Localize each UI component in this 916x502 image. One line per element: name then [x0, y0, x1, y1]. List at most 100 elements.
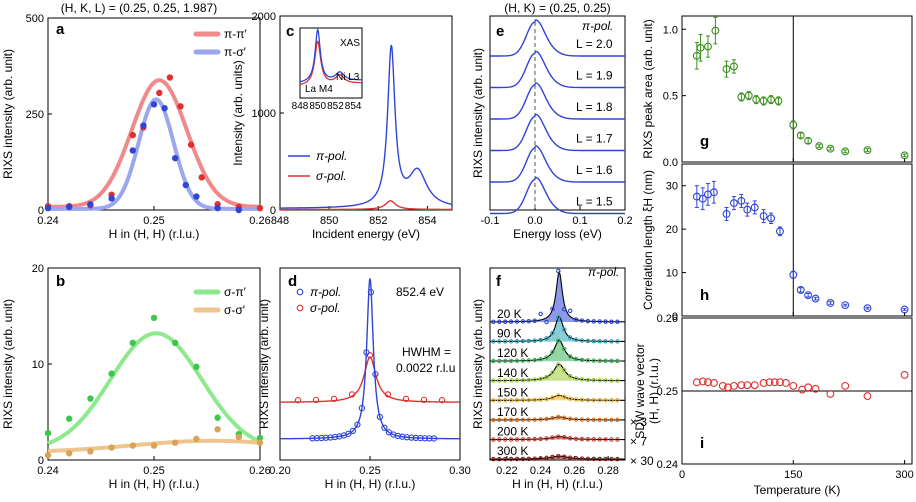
- data-point: [826, 144, 835, 153]
- data-point: [235, 433, 242, 441]
- data-point: [526, 397, 532, 403]
- data-point: [789, 381, 798, 390]
- spectrum-line: [490, 50, 625, 89]
- fit-curve: [280, 356, 460, 403]
- data-point: [508, 339, 514, 344]
- data-point: [826, 299, 835, 307]
- panel-h-ytick-label: 30: [666, 181, 678, 193]
- data-point: [585, 437, 591, 442]
- data-point: [172, 439, 179, 446]
- panel-c-xlabel: Incident energy (eV): [312, 227, 420, 241]
- data-point: [550, 349, 555, 355]
- fit-curve: [47, 331, 261, 446]
- data-point: [561, 367, 567, 373]
- inset-label: XAS: [340, 38, 360, 49]
- peak-fill: [490, 364, 625, 381]
- data-point: [538, 397, 543, 402]
- data-point: [863, 146, 872, 155]
- series-label: L = 1.5: [576, 195, 613, 209]
- temperature-label: 20 K: [497, 307, 522, 321]
- data-point: [520, 358, 526, 363]
- data-point: [561, 434, 567, 440]
- data-point: [526, 456, 532, 462]
- data-point: [330, 395, 338, 403]
- panel-i-letter: i: [700, 435, 704, 452]
- panel-c-letter: c: [286, 23, 294, 40]
- data-point: [182, 181, 189, 189]
- data-point: [214, 426, 221, 433]
- data-point: [526, 318, 532, 324]
- data-point: [426, 435, 433, 442]
- data-point: [609, 358, 614, 364]
- data-point: [193, 435, 200, 443]
- data-point: [491, 456, 496, 462]
- data-point: [561, 454, 567, 459]
- data-point: [556, 453, 561, 459]
- data-point: [497, 339, 502, 344]
- data-point: [567, 335, 573, 340]
- temperature-label: 150 K: [497, 385, 528, 399]
- data-point: [591, 338, 597, 344]
- data-point: [704, 378, 712, 387]
- data-point: [129, 147, 136, 154]
- data-point: [759, 96, 768, 105]
- data-point: [150, 101, 158, 108]
- data-point: [508, 417, 514, 423]
- data-point: [591, 377, 597, 383]
- data-point: [841, 381, 850, 390]
- data-point: [44, 204, 52, 212]
- data-point: [585, 318, 591, 324]
- data-point: [615, 398, 620, 403]
- data-point: [520, 338, 526, 344]
- data-point: [597, 338, 602, 344]
- panel-f-letter: f: [496, 273, 502, 290]
- data-point: [508, 378, 514, 383]
- panel-b-xtick-label: 0.26: [249, 465, 270, 477]
- data-point: [556, 414, 561, 420]
- data-point: [87, 201, 94, 208]
- panel-e-xtick-label: 0.1: [572, 215, 587, 227]
- data-point: [597, 437, 602, 442]
- data-point: [140, 122, 147, 129]
- panel-f-xtick-label: 0.24: [530, 465, 551, 477]
- temperature-label: 170 K: [497, 405, 528, 419]
- panel-e-ylabel: RIXS intensity (arb. unit): [471, 48, 485, 178]
- data-point: [156, 89, 163, 97]
- data-point: [573, 356, 579, 362]
- data-point: [318, 434, 325, 442]
- data-point: [358, 404, 366, 412]
- data-point: [520, 456, 526, 462]
- data-point: [408, 434, 415, 441]
- data-point: [811, 384, 820, 393]
- inset-line: [299, 28, 363, 83]
- data-point: [256, 204, 264, 212]
- data-point: [815, 142, 824, 151]
- data-point: [550, 370, 555, 375]
- data-point: [573, 376, 579, 381]
- data-point: [514, 437, 520, 442]
- data-point: [561, 327, 567, 332]
- data-point: [394, 432, 402, 440]
- data-point: [579, 436, 585, 442]
- temperature-label: 140 K: [497, 366, 528, 380]
- data-point: [363, 349, 370, 356]
- data-point: [514, 456, 520, 462]
- spectrum-line: [490, 19, 625, 57]
- data-point: [526, 377, 532, 383]
- panel-h-ytick-label: 0: [672, 311, 678, 323]
- data-point: [550, 330, 555, 336]
- data-point: [767, 95, 775, 104]
- data-point: [526, 437, 532, 442]
- hwhm-label: 0.0022 r.l.u: [396, 361, 455, 375]
- data-point: [312, 396, 320, 404]
- data-point: [591, 397, 597, 403]
- data-point: [502, 456, 508, 462]
- data-point: [514, 417, 520, 423]
- panel-f-xtick-label: 0.26: [564, 465, 585, 477]
- data-point: [550, 415, 555, 421]
- data-point: [520, 437, 526, 442]
- data-point: [66, 203, 73, 211]
- data-point: [804, 291, 813, 300]
- data-point: [421, 435, 429, 442]
- data-point: [729, 62, 738, 71]
